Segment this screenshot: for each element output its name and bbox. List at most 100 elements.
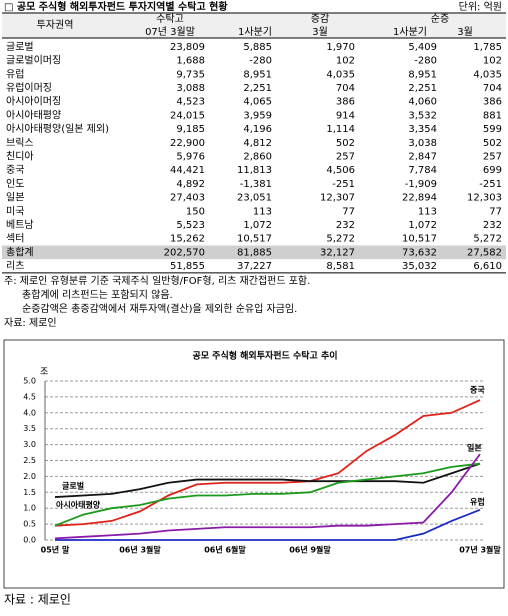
- table-cell: 102: [336, 56, 355, 67]
- table-cell: 1,970: [326, 42, 355, 53]
- y-tick-label: 5.0: [23, 377, 36, 386]
- table-cell: -280: [249, 56, 272, 67]
- y-tick-label: 2.0: [23, 472, 36, 481]
- table-cell: 5,272: [326, 234, 355, 245]
- table-cell: 3,532: [408, 110, 437, 121]
- table-cell: -251: [332, 179, 355, 190]
- table-cell: 81,885: [237, 247, 272, 258]
- row-label: 중국: [6, 164, 24, 176]
- table-cell: 9,735: [176, 69, 205, 80]
- row-label: 아시아태평양(일본 제외): [6, 123, 109, 135]
- series-line: [55, 508, 481, 541]
- table-cell: 8,951: [408, 69, 437, 80]
- y-unit: 조: [40, 368, 48, 378]
- table-cell: 113: [253, 206, 272, 217]
- table-cell: 386: [483, 97, 502, 108]
- row-label: 아시아태평양: [6, 109, 61, 121]
- table-cell: 257: [336, 151, 355, 162]
- source: 자료 : 제로인: [4, 593, 71, 607]
- table-cell: -1,381: [240, 179, 272, 190]
- table-cell: 15,262: [170, 234, 205, 245]
- table-cell: 5,523: [176, 220, 205, 231]
- table-cell: 150: [186, 206, 205, 217]
- series-line: [54, 462, 481, 498]
- table-cell: 3,038: [408, 138, 437, 149]
- note: 주: 제로인 유형분류 기준 국제주식 일반형/FOF형, 리츠 재간접펀드 포…: [4, 275, 310, 287]
- table-cell: 27,582: [467, 247, 502, 258]
- y-tick-label: 1.5: [23, 488, 36, 497]
- table-cell: 5,976: [176, 151, 205, 162]
- table-cell: 23,051: [237, 193, 272, 204]
- table-subheader: 1사분기: [393, 26, 427, 38]
- title: □ 공모 주식형 해외투자펀드 투자지역별 수탁고 현황: [4, 0, 228, 13]
- table-cell: 4,892: [176, 179, 205, 190]
- y-tick-label: 4.0: [23, 408, 36, 417]
- table-cell: 27,403: [170, 193, 205, 204]
- table-cell: 2,860: [243, 151, 272, 162]
- table-cell: 1,688: [176, 56, 205, 67]
- table-cell: 386: [336, 97, 355, 108]
- series-label: 글로벌: [62, 481, 84, 491]
- table-cell: 1,785: [473, 42, 502, 53]
- table-cell: 2,847: [408, 151, 437, 162]
- y-tick-label: 3.5: [23, 424, 36, 433]
- y-tick-label: 4.5: [23, 392, 36, 401]
- table-cell: 5,272: [473, 234, 502, 245]
- table-cell: 699: [483, 165, 502, 176]
- table-cell: 44,421: [170, 165, 205, 176]
- table-cell: 232: [483, 220, 502, 231]
- row-label: 베트남: [6, 219, 34, 231]
- table-cell: 2,251: [243, 83, 272, 94]
- note: 자료: 제로인: [4, 317, 57, 329]
- table-cell: 37,227: [237, 261, 272, 272]
- table-cell: 77: [489, 206, 502, 217]
- table-subheader: 07년 3월말: [145, 26, 195, 38]
- table-cell: 1,072: [408, 220, 437, 231]
- table-cell: 257: [483, 151, 502, 162]
- series-label: 아시아태평양: [56, 500, 101, 510]
- row-label: 미국: [6, 205, 24, 217]
- row-label: 리츠: [6, 260, 24, 272]
- series-label: 유럽: [470, 497, 485, 507]
- table-cell: 35,032: [402, 261, 437, 272]
- table-subheader: 1사분기: [238, 26, 272, 38]
- table-cell: 7,784: [408, 165, 437, 176]
- table-cell: 22,894: [402, 193, 437, 204]
- chart-title: 공모 주식형 해외투자펀드 수탁고 추이: [192, 350, 337, 362]
- series-label: 중국: [470, 386, 485, 395]
- table-cell: 3,959: [243, 110, 272, 121]
- table-cell: 12,303: [467, 193, 502, 204]
- table-cell: 9,185: [176, 124, 205, 135]
- table-cell: 2,251: [408, 83, 437, 94]
- header-bg: [2, 13, 506, 38]
- table-cell: 1,114: [326, 124, 355, 135]
- table-cell: 3,354: [408, 124, 437, 135]
- table-cell: 5,885: [243, 42, 272, 53]
- chart-frame: [3, 339, 505, 589]
- table-cell: -1,909: [405, 179, 437, 190]
- table-cell: 51,855: [170, 261, 205, 272]
- table-cell: -251: [479, 179, 502, 190]
- table-cell: 202,570: [164, 247, 205, 258]
- table-cell: 102: [483, 56, 502, 67]
- table-header: 순증: [431, 13, 449, 25]
- table-cell: 10,517: [237, 234, 272, 245]
- table-cell: 6,610: [473, 261, 502, 272]
- row-label: 일본: [6, 192, 24, 204]
- table-cell: 4,035: [326, 69, 355, 80]
- table-cell: 1,072: [243, 220, 272, 231]
- table-header: 증감: [311, 13, 329, 25]
- row-label: 섹터: [6, 233, 24, 245]
- table-cell: 23,809: [170, 42, 205, 53]
- table-cell: 704: [483, 83, 502, 94]
- row-label: 글로벌: [6, 41, 34, 53]
- series-line: [54, 399, 481, 527]
- y-tick-label: 1.0: [23, 504, 36, 513]
- x-tick-label: 05년 말: [41, 545, 70, 555]
- note: 총합계에 리츠펀드는 포함되지 않음.: [22, 289, 173, 301]
- row-label: 유럽이머징: [6, 82, 52, 94]
- x-tick-label: 07년 3월말: [459, 545, 501, 555]
- table-cell: -280: [414, 56, 437, 67]
- row-label: 브릭스: [6, 137, 34, 149]
